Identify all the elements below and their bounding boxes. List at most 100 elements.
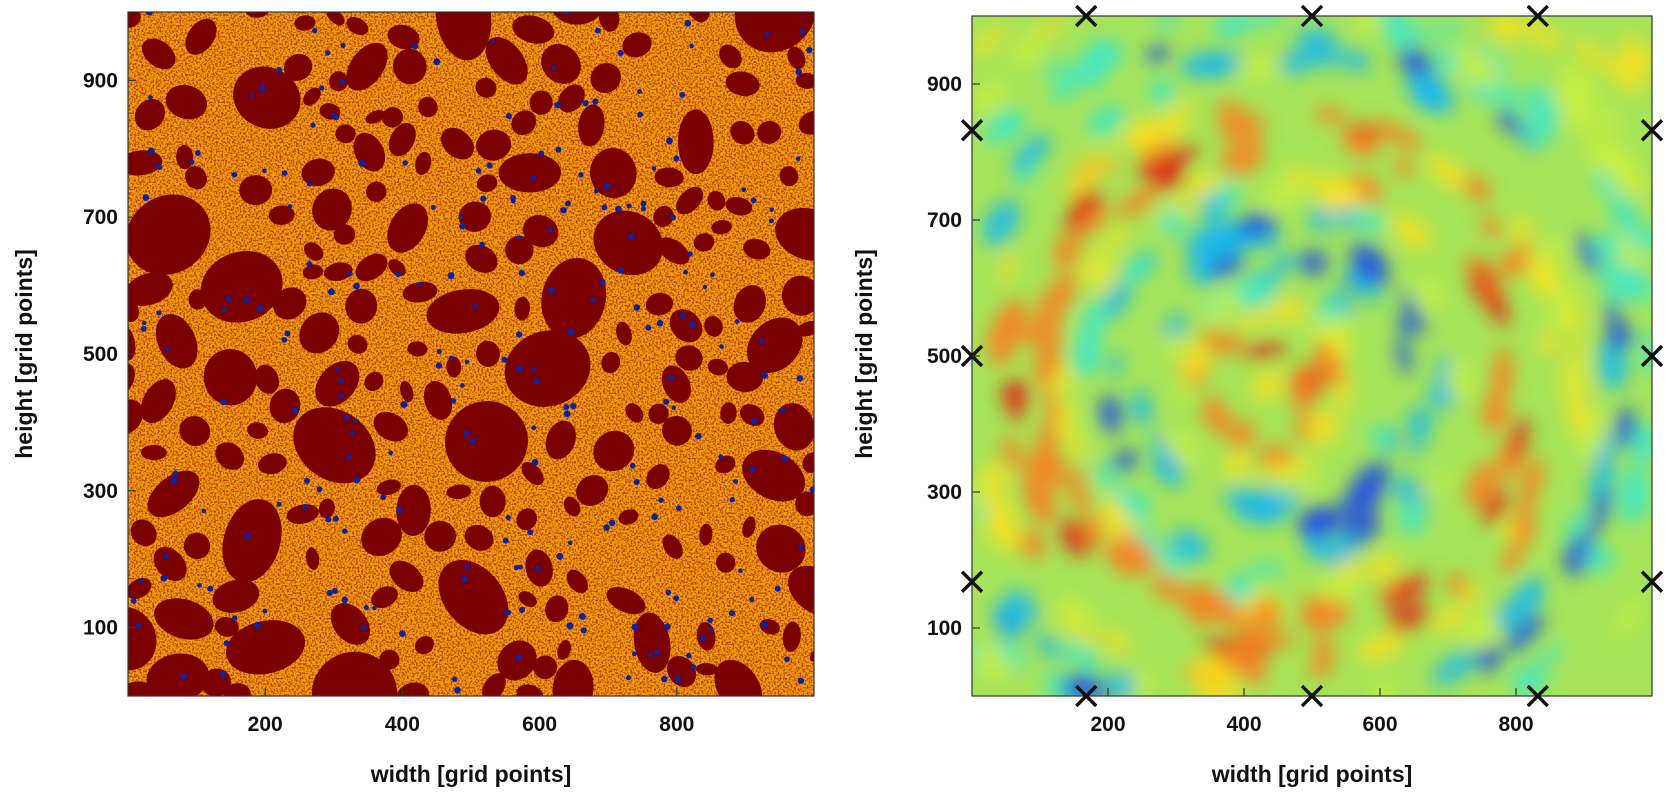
field-patch: [1014, 162, 1037, 188]
pore-dot: [148, 95, 153, 100]
left-y-ticks: 100 300 500 700 900: [83, 69, 136, 640]
field-patch: [1361, 260, 1390, 287]
aggregate-particle: [371, 586, 398, 609]
field-patch: [998, 252, 1018, 285]
field-patch: [1084, 515, 1105, 537]
field-patch: [1111, 449, 1139, 472]
field-patch: [1081, 526, 1101, 548]
field-patch: [1293, 28, 1340, 46]
pore-dot: [458, 215, 464, 221]
aggregate-particle: [233, 66, 301, 129]
pore-dot: [676, 505, 682, 511]
field-patch: [1077, 62, 1106, 89]
aggregate-particle: [400, 380, 414, 403]
aggregate-particle: [247, 422, 268, 439]
field-patch: [1445, 359, 1473, 403]
field-patch: [1416, 96, 1437, 112]
aggregate-particle: [215, 442, 245, 470]
field-patch: [1568, 357, 1582, 407]
aggregate-particle: [518, 591, 537, 607]
pore-dot: [658, 497, 664, 503]
field-patch: [1072, 672, 1109, 696]
pore-dot: [668, 374, 675, 382]
y-tick-label: 100: [927, 617, 962, 640]
aggregate-particle: [590, 147, 637, 199]
pore-dot: [741, 187, 747, 192]
aggregate-particle: [676, 186, 704, 215]
aggregate-particle: [273, 287, 307, 320]
aggregate-particle: [479, 485, 506, 518]
field-patch: [1019, 529, 1047, 559]
pore-dot: [531, 366, 537, 372]
y-tick-label: 700: [83, 206, 118, 229]
aggregate-particle: [516, 508, 538, 531]
pore-dot: [505, 112, 512, 119]
aggregate-particle: [726, 361, 763, 393]
receiver-marker: [1075, 684, 1098, 708]
aggregate-particle: [458, 201, 491, 232]
field-patch: [1148, 78, 1175, 106]
aggregate-particle: [347, 335, 368, 354]
pore-dot: [738, 568, 743, 574]
field-patch: [1235, 277, 1275, 309]
pore-dot: [535, 565, 541, 572]
pore-dot: [594, 27, 601, 34]
pore-dot: [665, 589, 672, 596]
pore-dot: [276, 501, 282, 507]
field-patch: [1130, 526, 1165, 556]
field-patch: [1149, 431, 1177, 474]
pore-dot: [194, 150, 201, 156]
field-patch: [983, 108, 1019, 145]
field-patch: [1397, 47, 1433, 77]
aggregate-particle: [387, 203, 428, 253]
pore-dot: [316, 486, 323, 493]
aggregate-particle: [788, 565, 814, 617]
field-patch: [1408, 602, 1430, 625]
pore-dot: [688, 321, 696, 329]
aggregate-particle: [379, 649, 400, 670]
pore-dot: [603, 182, 611, 190]
field-patch: [1223, 451, 1250, 479]
pore-dot: [140, 326, 147, 332]
field-patch: [1072, 437, 1087, 461]
pore-dot: [673, 595, 680, 602]
field-patch: [1153, 573, 1178, 600]
pore-dot: [146, 12, 153, 16]
pore-dot: [411, 43, 419, 50]
pore-dot: [504, 609, 511, 616]
aggregate-particle: [128, 606, 157, 671]
pore-dot: [563, 410, 571, 418]
field-patch: [986, 315, 1019, 366]
receiver-marker: [960, 119, 984, 142]
pore-dot: [338, 392, 345, 399]
pore-dot: [505, 514, 511, 521]
aggregate-particle: [254, 364, 279, 394]
aggregate-particle: [505, 235, 534, 265]
aggregate-particle: [388, 123, 416, 157]
pore-dot: [180, 672, 188, 680]
aggregate-particle: [485, 37, 528, 85]
field-patch: [1453, 49, 1500, 88]
aggregate-particle: [302, 264, 324, 280]
aggregate-particle: [269, 388, 301, 424]
field-patch: [1593, 232, 1622, 260]
x-tick-label: 600: [522, 713, 557, 736]
aggregate-particle: [606, 587, 646, 615]
y-tick-label: 100: [83, 617, 118, 640]
pore-dot: [708, 626, 713, 632]
pore-dot: [733, 479, 738, 485]
field-patch: [972, 25, 1007, 58]
field-patch: [1101, 226, 1128, 254]
field-patch: [1237, 214, 1278, 237]
aggregate-particle: [646, 464, 670, 490]
pore-dot: [774, 585, 781, 592]
field-patch: [1168, 101, 1195, 118]
pore-dot: [325, 516, 332, 523]
pore-dot: [806, 46, 813, 54]
pore-dot: [338, 378, 344, 384]
aggregate-particle: [423, 380, 453, 420]
aggregate-particle: [154, 598, 214, 640]
field-patch: [1446, 573, 1469, 596]
pore-dot: [798, 544, 804, 550]
aggregate-particle: [304, 242, 324, 261]
